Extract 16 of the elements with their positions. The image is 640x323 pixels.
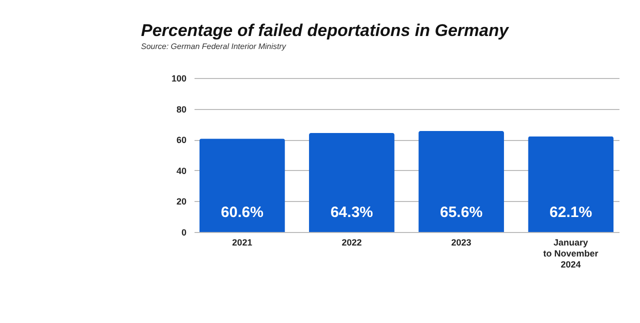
x-tick-label: 2023 [451,238,472,248]
y-tick-label: 0 [181,228,186,238]
source-note: Source: German Federal Interior Ministry [140,42,287,51]
x-tick-label: 2022 [342,238,362,248]
y-tick-label: 20 [176,196,186,207]
data-label: 62.1% [550,204,592,221]
y-tick-label: 40 [176,166,186,176]
y-tick-label: 100 [171,74,186,84]
y-tick-label: 60 [176,135,186,146]
x-tick-label: 2021 [232,238,252,248]
chart-title: Percentage of failed deportations in Germany [140,21,510,40]
x-tick-label: January to November 2024 [543,238,599,270]
y-tick-label: 80 [176,104,186,114]
data-label: 64.3% [330,204,374,221]
data-label: 65.6% [440,204,483,221]
data-label: 60.6% [220,204,264,221]
